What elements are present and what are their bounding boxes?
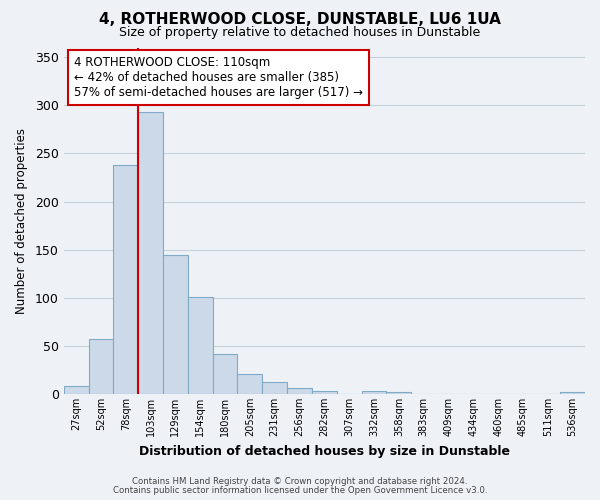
- Bar: [163, 256, 188, 394]
- Bar: [89, 339, 113, 394]
- Bar: [138, 112, 163, 394]
- Text: Contains public sector information licensed under the Open Government Licence v3: Contains public sector information licen…: [113, 486, 487, 495]
- Text: Size of property relative to detached houses in Dunstable: Size of property relative to detached ho…: [119, 26, 481, 39]
- Bar: [312, 391, 337, 394]
- Bar: [386, 392, 411, 394]
- Bar: [362, 391, 386, 394]
- Y-axis label: Number of detached properties: Number of detached properties: [15, 128, 28, 314]
- Bar: [188, 297, 212, 394]
- Text: Contains HM Land Registry data © Crown copyright and database right 2024.: Contains HM Land Registry data © Crown c…: [132, 478, 468, 486]
- Bar: [113, 165, 138, 394]
- Bar: [238, 374, 262, 394]
- Text: 4, ROTHERWOOD CLOSE, DUNSTABLE, LU6 1UA: 4, ROTHERWOOD CLOSE, DUNSTABLE, LU6 1UA: [99, 12, 501, 28]
- Bar: [212, 354, 238, 394]
- Bar: [64, 386, 89, 394]
- X-axis label: Distribution of detached houses by size in Dunstable: Distribution of detached houses by size …: [139, 444, 510, 458]
- Bar: [287, 388, 312, 394]
- Bar: [262, 382, 287, 394]
- Bar: [560, 392, 585, 394]
- Text: 4 ROTHERWOOD CLOSE: 110sqm
← 42% of detached houses are smaller (385)
57% of sem: 4 ROTHERWOOD CLOSE: 110sqm ← 42% of deta…: [74, 56, 363, 99]
